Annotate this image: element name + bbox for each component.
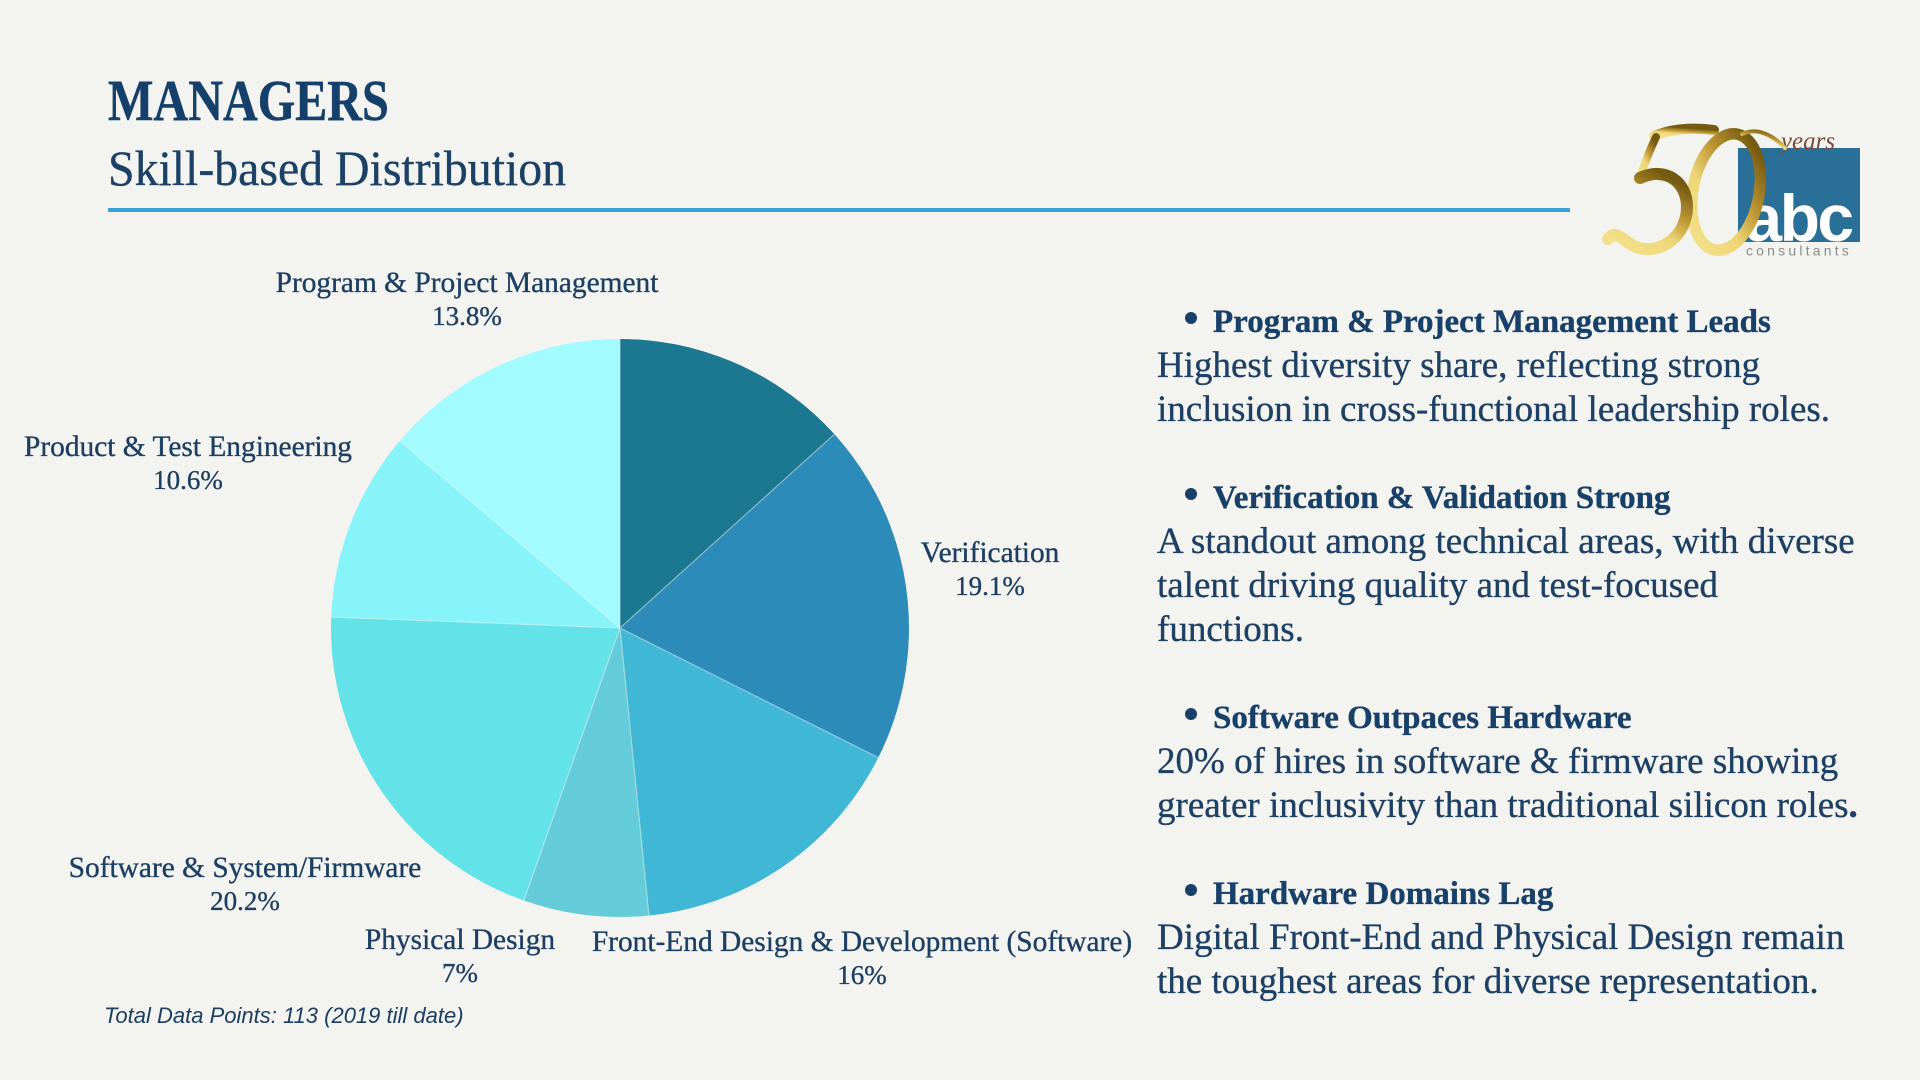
svg-text:years: years (1778, 128, 1835, 155)
svg-text:consultants: consultants (1746, 243, 1852, 259)
